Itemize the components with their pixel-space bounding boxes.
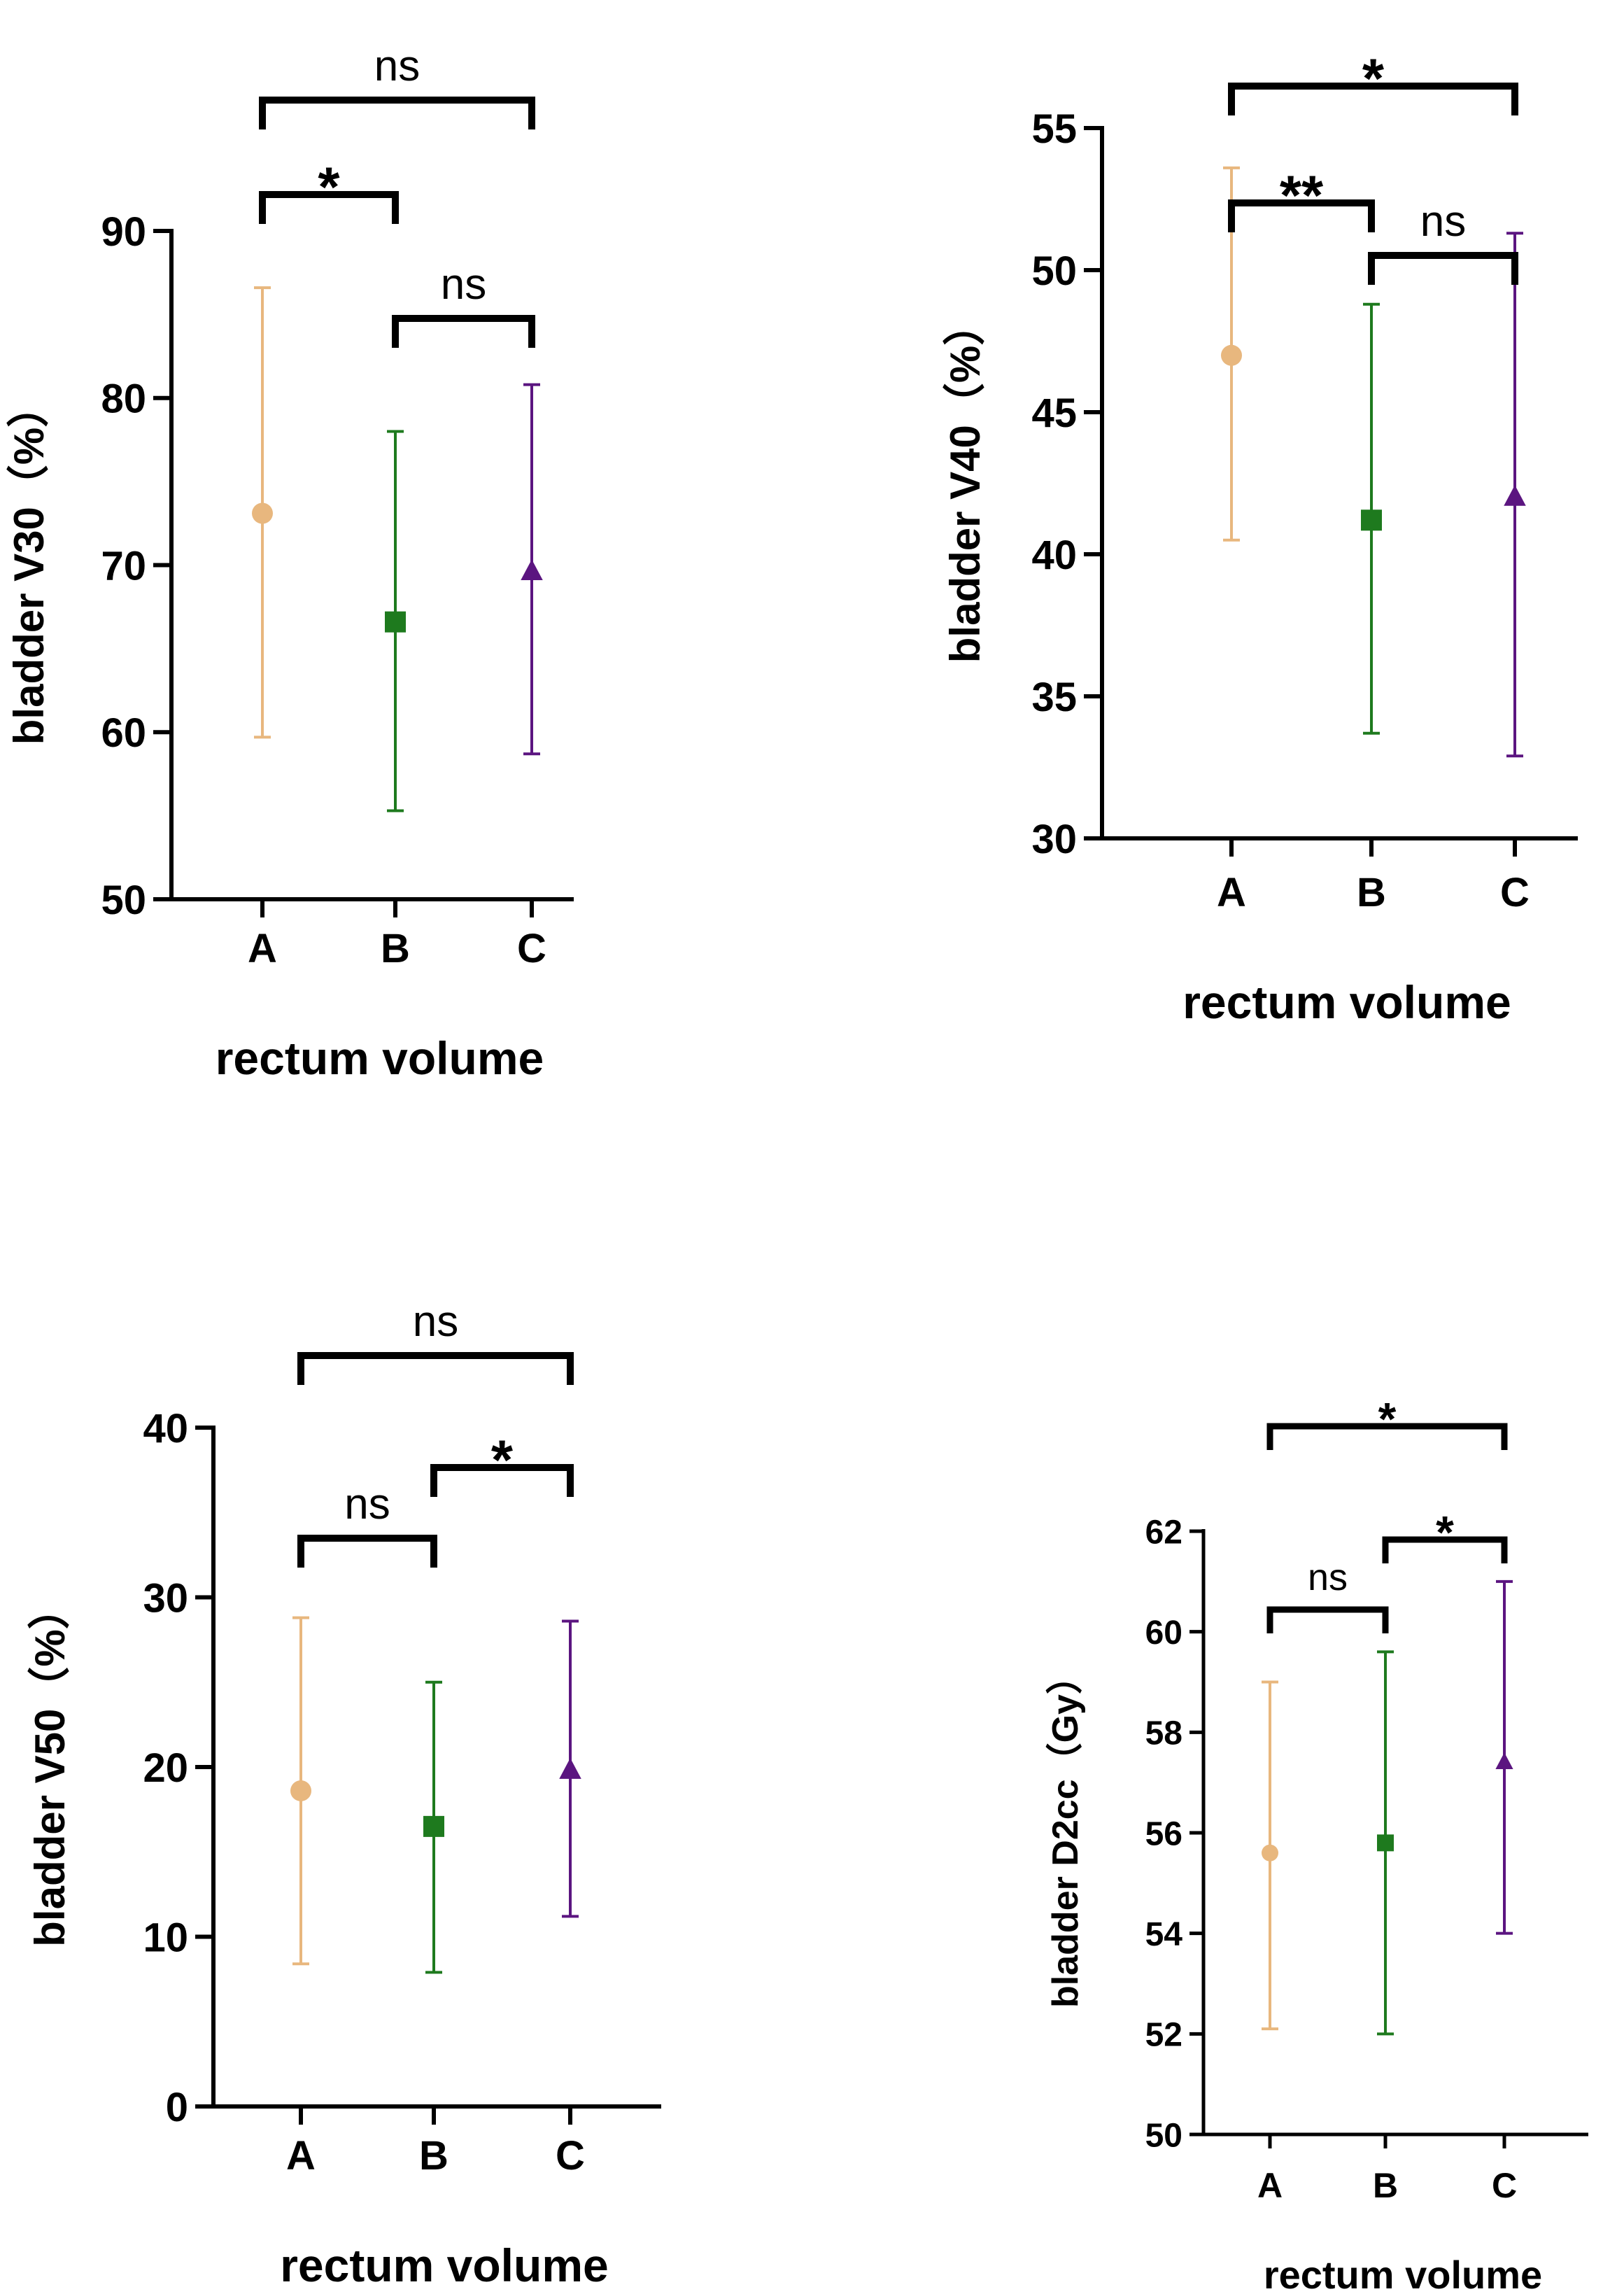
data-point-B (1361, 509, 1382, 531)
data-point-A (290, 1780, 311, 1801)
y-tick-label: 20 (143, 1745, 188, 1791)
data-point-B (1377, 1834, 1394, 1852)
y-tick-label: 60 (1145, 1614, 1182, 1652)
x-tick-label: B (1357, 870, 1386, 915)
y-tick-label: 10 (143, 1915, 188, 1960)
significance-bracket (259, 191, 399, 224)
x-tick-label: B (419, 2133, 449, 2179)
x-axis-label: rectum volume (280, 2239, 608, 2291)
data-point-C (559, 1758, 581, 1779)
y-tick-label: 60 (101, 710, 146, 756)
y-axis-label: bladder V50（%） (27, 1587, 73, 1947)
x-tick-label: A (1257, 2166, 1283, 2205)
significance-label: ns (441, 260, 486, 309)
y-tick-label: 30 (143, 1575, 188, 1621)
significance-label: ns (344, 1480, 390, 1528)
y-axis-label: bladder D2cc（Gy） (1045, 1658, 1086, 2008)
y-tick-label: 50 (101, 878, 146, 923)
significance-bracket (297, 1535, 437, 1568)
y-tick-label: 62 (1145, 1514, 1182, 1551)
y-axis-label: bladder V30（%） (6, 386, 52, 745)
x-tick-label: C (517, 926, 546, 971)
significance-label: ns (1420, 197, 1466, 246)
significance-bracket (1266, 1606, 1389, 1633)
x-axis-label: rectum volume (1182, 976, 1511, 1028)
significance-bracket (1368, 252, 1518, 285)
y-tick-label: 58 (1145, 1715, 1182, 1752)
y-tick-label: 40 (1031, 533, 1077, 578)
x-tick-label: A (286, 2133, 316, 2179)
significance-label: ns (374, 42, 420, 90)
data-point-C (1504, 485, 1526, 506)
significance-label: * (1378, 1393, 1397, 1444)
significance-label: * (1362, 47, 1385, 109)
x-tick-label: A (248, 926, 277, 971)
x-tick-label: C (1500, 870, 1530, 915)
significance-bracket (259, 97, 535, 129)
y-tick-label: 80 (101, 377, 146, 422)
significance-bracket (1228, 199, 1375, 232)
y-tick-label: 40 (143, 1406, 188, 1451)
significance-bracket (392, 315, 535, 348)
y-tick-label: 54 (1145, 1916, 1183, 1953)
data-point-A (1221, 344, 1242, 366)
significance-bracket (297, 1352, 574, 1385)
y-tick-label: 0 (166, 2085, 188, 2130)
significance-label: ns (1308, 1556, 1348, 1598)
y-tick-label: 50 (1145, 2117, 1182, 2154)
data-point-A (1262, 1844, 1278, 1862)
x-tick-label: C (556, 2133, 585, 2179)
x-axis-label: rectum volume (1264, 2253, 1542, 2294)
data-point-B (423, 1815, 444, 1837)
x-tick-label: B (1373, 2166, 1398, 2205)
y-axis-label: bladder V40（%） (942, 304, 989, 663)
significance-label: * (318, 155, 340, 218)
y-tick-label: 45 (1031, 390, 1077, 436)
x-tick-label: A (1217, 870, 1246, 915)
data-point-B (385, 611, 406, 633)
y-tick-label: 55 (1031, 106, 1077, 152)
y-tick-label: 90 (101, 209, 146, 255)
y-tick-label: 30 (1031, 817, 1077, 862)
significance-label: * (1436, 1506, 1454, 1558)
y-tick-label: 35 (1031, 675, 1077, 720)
y-tick-label: 70 (101, 543, 146, 589)
significance-label: ns (413, 1297, 458, 1346)
x-tick-label: B (381, 926, 410, 971)
y-tick-label: 50 (1031, 248, 1077, 294)
y-tick-label: 56 (1145, 1815, 1182, 1852)
significance-bracket (1228, 83, 1518, 115)
significance-bracket (430, 1464, 574, 1497)
significance-label: * (491, 1428, 514, 1491)
data-point-A (252, 502, 273, 524)
x-tick-label: C (1492, 2166, 1517, 2205)
data-point-C (1495, 1752, 1513, 1770)
x-axis-label: rectum volume (216, 1032, 544, 1084)
significance-bracket (1382, 1536, 1508, 1563)
data-point-C (521, 559, 543, 581)
significance-bracket (1266, 1423, 1508, 1450)
significance-label: ** (1280, 164, 1324, 226)
y-tick-label: 52 (1145, 2017, 1182, 2054)
